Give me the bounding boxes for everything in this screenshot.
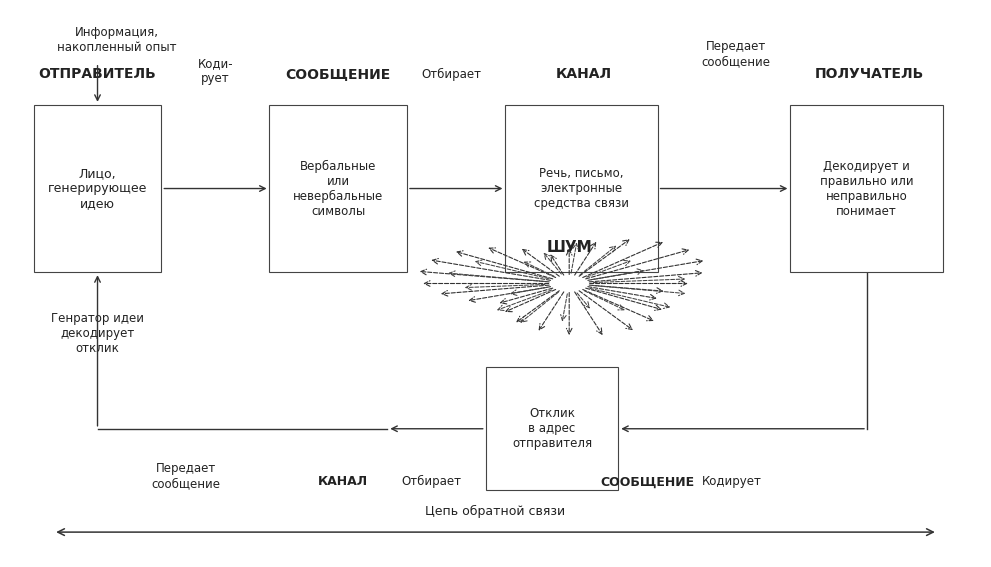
- Text: Речь, письмо,
электронные
средства связи: Речь, письмо, электронные средства связи: [534, 167, 629, 210]
- Text: СООБЩЕНИЕ: СООБЩЕНИЕ: [285, 67, 390, 81]
- Text: Генратор идеи
декодирует
отклик: Генратор идеи декодирует отклик: [51, 312, 144, 356]
- FancyBboxPatch shape: [34, 105, 162, 272]
- Text: Отклик
в адрес
отправителя: Отклик в адрес отправителя: [512, 407, 592, 450]
- Text: Цепь обратной связи: Цепь обратной связи: [425, 505, 566, 518]
- FancyBboxPatch shape: [505, 105, 658, 272]
- Text: КАНАЛ: КАНАЛ: [556, 67, 612, 81]
- Text: ОТПРАВИТЕЛЬ: ОТПРАВИТЕЛЬ: [39, 67, 157, 81]
- Text: Кодирует: Кодирует: [702, 475, 761, 488]
- Text: Отбирает: Отбирает: [401, 475, 462, 488]
- Text: Коди-
рует: Коди- рует: [197, 57, 233, 85]
- Text: Лицо,
генерирующее
идею: Лицо, генерирующее идею: [48, 167, 148, 210]
- FancyBboxPatch shape: [790, 105, 942, 272]
- FancyBboxPatch shape: [270, 105, 407, 272]
- Text: Передает
сообщение: Передает сообщение: [152, 462, 220, 490]
- Text: ШУМ: ШУМ: [546, 240, 592, 255]
- Text: Информация,
накопленный опыт: Информация, накопленный опыт: [57, 27, 177, 54]
- FancyBboxPatch shape: [486, 367, 618, 490]
- Text: КАНАЛ: КАНАЛ: [318, 475, 369, 488]
- Text: Передает
сообщение: Передает сообщение: [702, 40, 771, 69]
- Text: ПОЛУЧАТЕЛЬ: ПОЛУЧАТЕЛЬ: [815, 67, 924, 81]
- Text: Отбирает: Отбирает: [421, 67, 482, 81]
- Text: СООБЩЕНИЕ: СООБЩЕНИЕ: [601, 475, 695, 488]
- Text: Вербальные
или
невербальные
символы: Вербальные или невербальные символы: [293, 159, 384, 218]
- Text: Декодирует и
правильно или
неправильно
понимает: Декодирует и правильно или неправильно п…: [820, 159, 914, 218]
